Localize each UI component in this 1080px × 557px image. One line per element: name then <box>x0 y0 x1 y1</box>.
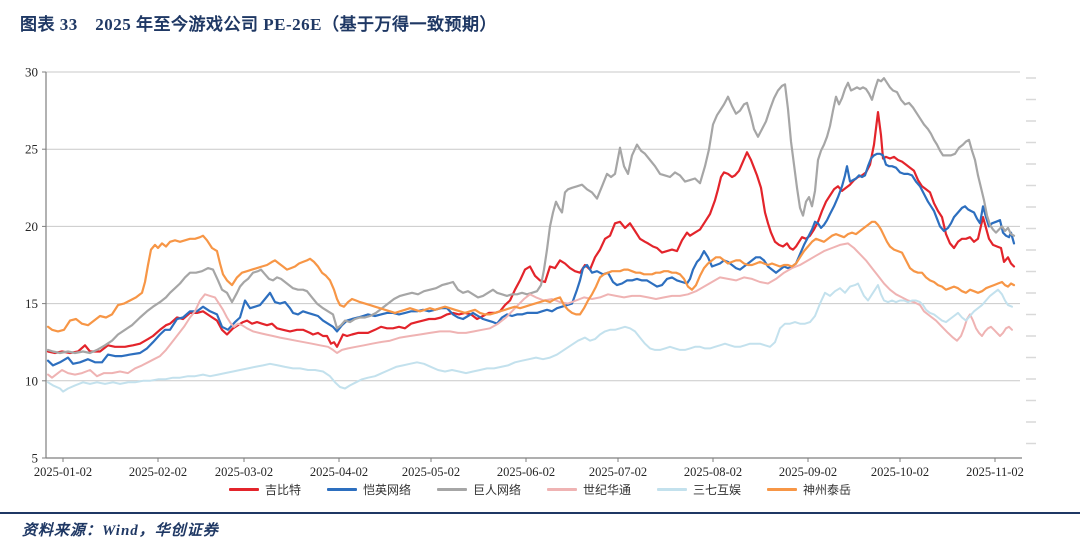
series-line-恺英网络 <box>46 152 1016 367</box>
chart-legend: 吉比特 恺英网络 巨人网络 世纪华通 三七互娱 神州泰岳 <box>0 481 1080 498</box>
legend-swatch <box>326 488 357 491</box>
series-line-吉比特 <box>46 110 1016 355</box>
x-tick-label: 2025-02-02 <box>129 465 187 479</box>
legend-label: 恺英网络 <box>362 483 411 497</box>
series-line-神州泰岳 <box>46 220 1016 333</box>
y-tick-label: 25 <box>25 142 38 157</box>
legend-swatch <box>228 488 259 491</box>
legend-item: 世纪华通 <box>547 481 631 498</box>
x-tick-label: 2025-11-02 <box>966 465 1024 479</box>
legend-swatch <box>767 488 798 491</box>
y-tick-label: 20 <box>25 219 38 234</box>
legend-item: 神州泰岳 <box>767 481 851 498</box>
x-tick-label: 2025-08-02 <box>684 465 742 479</box>
legend-label: 巨人网络 <box>472 483 521 497</box>
legend-swatch <box>547 488 577 491</box>
source-note: 资料来源：Wind，华创证券 <box>22 523 219 539</box>
legend-item: 吉比特 <box>228 481 301 498</box>
figure-title: 图表 33 2025 年至今游戏公司 PE-26E（基于万得一致预期） <box>20 15 497 34</box>
x-tick-label: 2025-09-02 <box>779 465 837 479</box>
legend-label: 吉比特 <box>264 483 301 497</box>
series-line-巨人网络 <box>46 77 1016 355</box>
legend-label: 三七互娱 <box>693 483 742 497</box>
y-tick-label: 5 <box>32 451 39 466</box>
x-tick-label: 2025-04-02 <box>310 465 368 479</box>
series-line-世纪华通 <box>47 242 1013 379</box>
y-tick-label: 10 <box>25 373 38 388</box>
x-tick-label: 2025-05-02 <box>402 465 460 479</box>
legend-item: 恺英网络 <box>326 481 411 498</box>
legend-swatch <box>436 488 467 491</box>
legend-swatch <box>657 488 688 491</box>
x-tick-label: 2025-03-02 <box>215 465 273 479</box>
y-tick-label: 15 <box>25 296 38 311</box>
x-tick-label: 2025-01-02 <box>34 465 92 479</box>
series-line-三七互娱 <box>47 282 1013 393</box>
x-tick-label: 2025-10-02 <box>871 465 929 479</box>
source-divider <box>0 512 1080 514</box>
x-tick-label: 2025-06-02 <box>497 465 555 479</box>
y-tick-label: 30 <box>25 65 38 80</box>
x-tick-label: 2025-07-02 <box>589 465 647 479</box>
legend-label: 神州泰岳 <box>803 483 852 497</box>
legend-label: 世纪华通 <box>583 483 632 497</box>
legend-item: 三七互娱 <box>657 481 741 498</box>
legend-item: 巨人网络 <box>436 481 521 498</box>
